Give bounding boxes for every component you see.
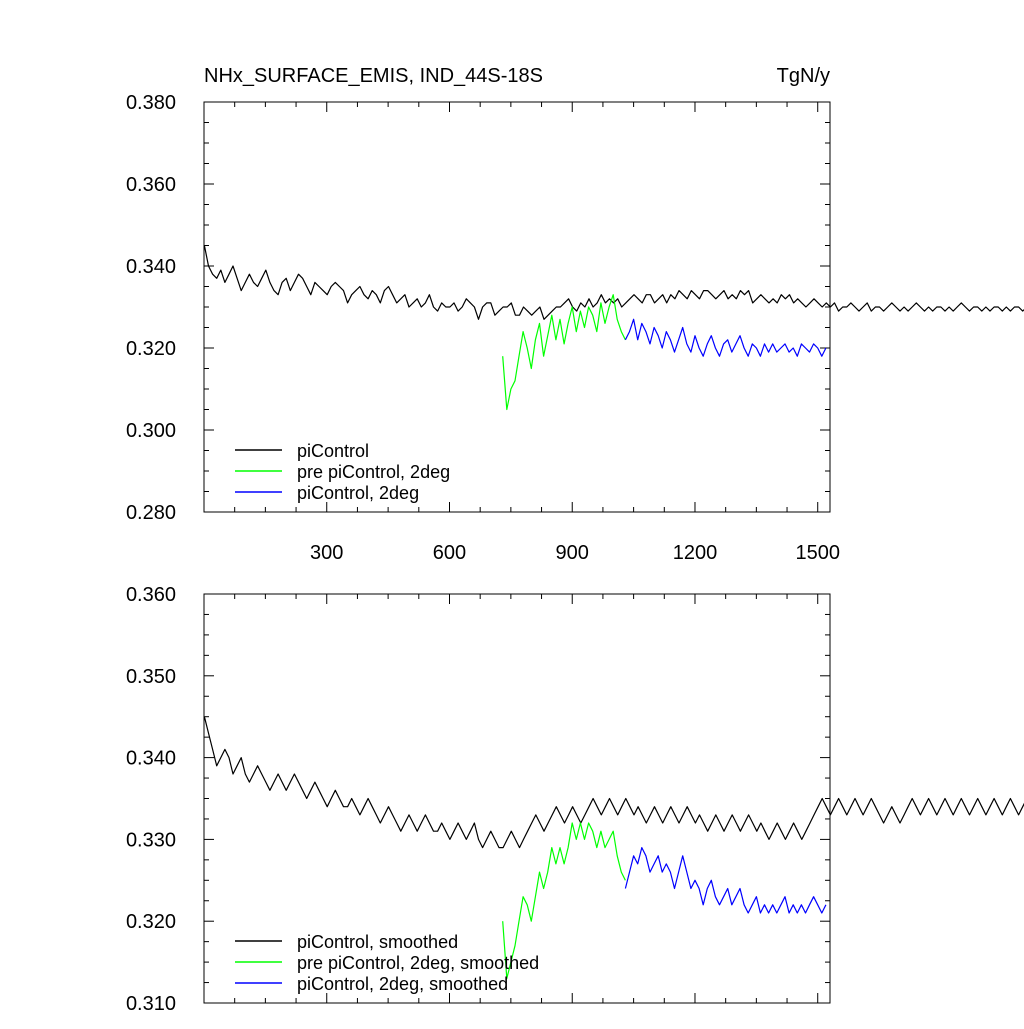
panel1-ytick-label: 0.340: [126, 256, 176, 278]
panel2-legend-label-3: piControl, 2deg, smoothed: [297, 974, 508, 994]
panel1-xtick-label: 1200: [673, 542, 718, 564]
panel1-title: NHx_SURFACE_EMIS, IND_44S-18S: [204, 65, 543, 87]
panel1-units: TgN/y: [777, 65, 830, 87]
panel1-legend-label-1: piControl: [297, 441, 369, 461]
panel1-ytick-label: 0.280: [126, 502, 176, 524]
panel1-ytick-label: 0.320: [126, 338, 176, 360]
panel2-ytick-label: 0.310: [126, 993, 176, 1015]
panel2-ytick-label: 0.350: [126, 666, 176, 688]
panel1-ytick-label: 0.300: [126, 420, 176, 442]
panel2-ytick-label: 0.340: [126, 748, 176, 770]
panel2-series-line-3: [624, 847, 827, 914]
panel2-ytick-label: 0.330: [126, 829, 176, 851]
panel1-xtick-label: 300: [310, 542, 343, 564]
panel2-series-line-2: [502, 822, 626, 980]
panel2-legend-label-2: pre piControl, 2deg, smoothed: [297, 953, 539, 973]
panel1-xtick-label: 1500: [795, 542, 840, 564]
panel1-series-line-1: [203, 245, 1024, 320]
panel1-xtick-label: 900: [556, 542, 589, 564]
panel1-ytick-label: 0.360: [126, 174, 176, 196]
panel1-legend-label-2: pre piControl, 2deg: [297, 462, 450, 482]
panel2-ytick-label: 0.360: [126, 584, 176, 606]
panel1-ytick-label: 0.380: [126, 92, 176, 114]
panel2-ytick-label: 0.320: [126, 911, 176, 933]
panel1-legend-label-3: piControl, 2deg: [297, 483, 419, 503]
panel1-xtick-label: 600: [433, 542, 466, 564]
panel2-series-line-1: [203, 716, 1024, 849]
panel1-series-line-3: [624, 318, 827, 357]
panel2-legend-label-1: piControl, smoothed: [297, 932, 458, 952]
panel1-series-line-2: [502, 294, 626, 411]
